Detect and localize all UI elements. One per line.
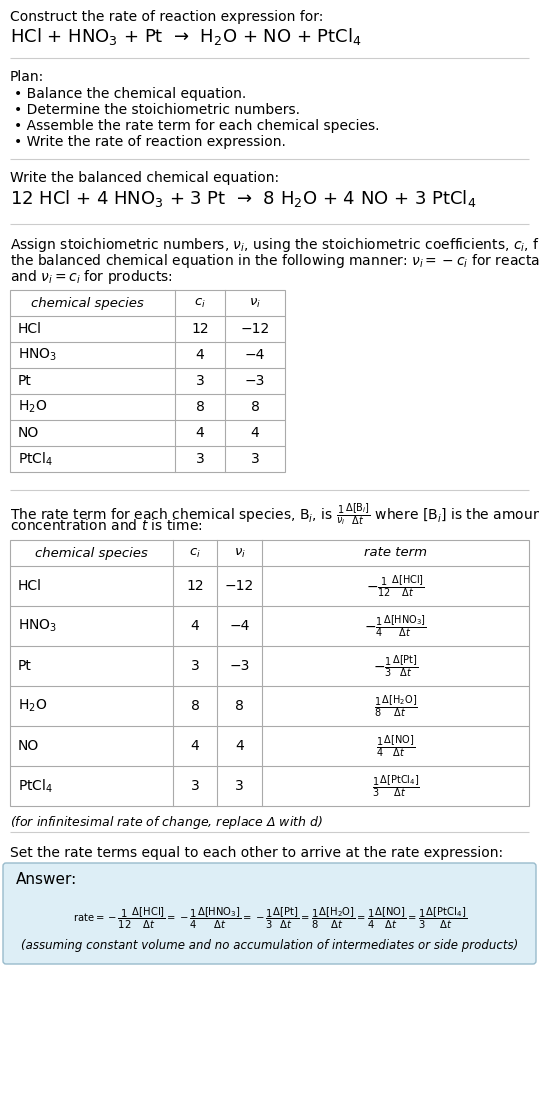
- Text: $\nu_i$: $\nu_i$: [249, 297, 261, 309]
- Text: H$_2$O: H$_2$O: [18, 698, 47, 715]
- Text: • Determine the stoichiometric numbers.: • Determine the stoichiometric numbers.: [14, 103, 300, 117]
- Text: 8: 8: [235, 699, 244, 714]
- Text: the balanced chemical equation in the following manner: $\nu_i = -c_i$ for react: the balanced chemical equation in the fo…: [10, 252, 539, 270]
- Text: HCl + HNO$_3$ + Pt  →  H$_2$O + NO + PtCl$_4$: HCl + HNO$_3$ + Pt → H$_2$O + NO + PtCl$…: [10, 25, 362, 47]
- Text: 4: 4: [191, 619, 199, 633]
- Text: $-\frac{1}{12}\frac{\Delta[\mathrm{HCl}]}{\Delta t}$: $-\frac{1}{12}\frac{\Delta[\mathrm{HCl}]…: [366, 573, 425, 598]
- Text: (for infinitesimal rate of change, replace Δ with $d$): (for infinitesimal rate of change, repla…: [10, 814, 323, 831]
- Text: −4: −4: [245, 348, 265, 362]
- Text: Pt: Pt: [18, 659, 32, 673]
- Text: 12: 12: [186, 579, 204, 593]
- Bar: [10, 290, 285, 472]
- Text: chemical species: chemical species: [31, 297, 144, 309]
- Text: 3: 3: [251, 452, 259, 466]
- Text: Plan:: Plan:: [10, 70, 44, 84]
- Text: 3: 3: [191, 659, 199, 673]
- Text: • Write the rate of reaction expression.: • Write the rate of reaction expression.: [14, 135, 286, 148]
- Text: 4: 4: [196, 425, 204, 440]
- Text: 4: 4: [235, 739, 244, 753]
- Text: $\frac{1}{8}\frac{\Delta[\mathrm{H_2O}]}{\Delta t}$: $\frac{1}{8}\frac{\Delta[\mathrm{H_2O}]}…: [374, 694, 417, 719]
- FancyBboxPatch shape: [3, 863, 536, 964]
- Text: rate term: rate term: [364, 546, 427, 560]
- Text: $\frac{1}{3}\frac{\Delta[\mathrm{PtCl_4}]}{\Delta t}$: $\frac{1}{3}\frac{\Delta[\mathrm{PtCl_4}…: [371, 773, 419, 799]
- Text: (assuming constant volume and no accumulation of intermediates or side products): (assuming constant volume and no accumul…: [22, 940, 519, 953]
- Text: −12: −12: [225, 579, 254, 593]
- Text: 8: 8: [251, 400, 259, 414]
- Text: 3: 3: [196, 375, 204, 388]
- Text: $\nu_i$: $\nu_i$: [233, 546, 245, 560]
- Text: • Assemble the rate term for each chemical species.: • Assemble the rate term for each chemic…: [14, 119, 379, 133]
- Text: −4: −4: [229, 619, 250, 633]
- Text: 3: 3: [235, 779, 244, 793]
- Text: HNO$_3$: HNO$_3$: [18, 347, 57, 363]
- Text: Construct the rate of reaction expression for:: Construct the rate of reaction expressio…: [10, 10, 323, 24]
- Text: The rate term for each chemical species, B$_i$, is $\frac{1}{\nu_i}\frac{\Delta[: The rate term for each chemical species,…: [10, 502, 539, 529]
- Text: 4: 4: [191, 739, 199, 753]
- Text: $c_i$: $c_i$: [189, 546, 201, 560]
- Text: $\mathrm{rate} = -\dfrac{1}{12}\dfrac{\Delta[\mathrm{HCl}]}{\Delta t} = -\dfrac{: $\mathrm{rate} = -\dfrac{1}{12}\dfrac{\D…: [73, 905, 467, 931]
- Text: HCl: HCl: [18, 579, 42, 593]
- Text: 3: 3: [196, 452, 204, 466]
- Text: $\frac{1}{4}\frac{\Delta[\mathrm{NO}]}{\Delta t}$: $\frac{1}{4}\frac{\Delta[\mathrm{NO}]}{\…: [376, 733, 415, 759]
- Text: 12 HCl + 4 HNO$_3$ + 3 Pt  →  8 H$_2$O + 4 NO + 3 PtCl$_4$: 12 HCl + 4 HNO$_3$ + 3 Pt → 8 H$_2$O + 4…: [10, 188, 476, 209]
- Text: 8: 8: [196, 400, 204, 414]
- Text: −3: −3: [229, 659, 250, 673]
- Text: 4: 4: [196, 348, 204, 362]
- Text: NO: NO: [18, 425, 39, 440]
- Text: PtCl$_4$: PtCl$_4$: [18, 778, 53, 794]
- Text: Assign stoichiometric numbers, $\nu_i$, using the stoichiometric coefficients, $: Assign stoichiometric numbers, $\nu_i$, …: [10, 236, 539, 254]
- Text: H$_2$O: H$_2$O: [18, 399, 47, 416]
- Text: 3: 3: [191, 779, 199, 793]
- Text: $c_i$: $c_i$: [194, 297, 206, 309]
- Text: chemical species: chemical species: [35, 546, 148, 560]
- Text: Pt: Pt: [18, 375, 32, 388]
- Text: 12: 12: [191, 322, 209, 336]
- Text: and $\nu_i = c_i$ for products:: and $\nu_i = c_i$ for products:: [10, 268, 173, 286]
- Bar: [10, 540, 529, 806]
- Text: $-\frac{1}{4}\frac{\Delta[\mathrm{HNO_3}]}{\Delta t}$: $-\frac{1}{4}\frac{\Delta[\mathrm{HNO_3}…: [364, 613, 427, 639]
- Text: Write the balanced chemical equation:: Write the balanced chemical equation:: [10, 171, 279, 185]
- Text: −12: −12: [240, 322, 270, 336]
- Text: concentration and $t$ is time:: concentration and $t$ is time:: [10, 519, 203, 533]
- Text: 4: 4: [251, 425, 259, 440]
- Text: HNO$_3$: HNO$_3$: [18, 618, 57, 634]
- Text: Answer:: Answer:: [16, 872, 77, 888]
- Text: Set the rate terms equal to each other to arrive at the rate expression:: Set the rate terms equal to each other t…: [10, 847, 503, 860]
- Text: NO: NO: [18, 739, 39, 753]
- Text: HCl: HCl: [18, 322, 42, 336]
- Text: −3: −3: [245, 375, 265, 388]
- Text: $-\frac{1}{3}\frac{\Delta[\mathrm{Pt}]}{\Delta t}$: $-\frac{1}{3}\frac{\Delta[\mathrm{Pt}]}{…: [373, 653, 418, 679]
- Text: • Balance the chemical equation.: • Balance the chemical equation.: [14, 88, 246, 101]
- Text: PtCl$_4$: PtCl$_4$: [18, 450, 53, 468]
- Text: 8: 8: [191, 699, 199, 714]
